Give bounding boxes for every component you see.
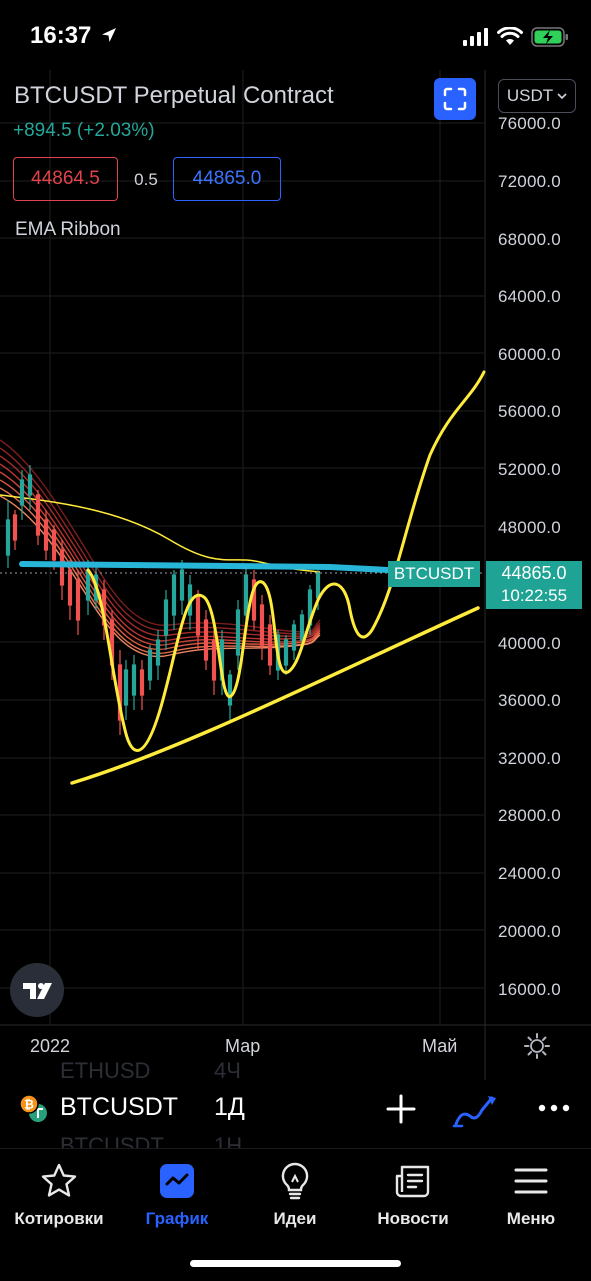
price-axis-label: 36000.0 bbox=[498, 691, 561, 710]
menu-icon bbox=[514, 1168, 548, 1194]
last-price: 44865.0 bbox=[501, 563, 567, 583]
chart-icon bbox=[160, 1164, 194, 1198]
time-axis-label: Мар bbox=[225, 1036, 261, 1056]
status-time: 16:37 bbox=[30, 22, 118, 50]
price-axis-label: 48000.0 bbox=[498, 518, 561, 537]
chart-settings-gear-icon[interactable] bbox=[523, 1032, 551, 1060]
horizontal-level-drawing bbox=[19, 561, 391, 573]
bar-countdown: 10:22:55 bbox=[500, 586, 568, 605]
chart-grid bbox=[0, 70, 484, 1025]
price-axis-label: 64000.0 bbox=[498, 287, 561, 306]
price-axis-label: 72000.0 bbox=[498, 172, 561, 191]
btc-usdt-coin-icon: ₿ bbox=[19, 1094, 47, 1122]
last-symbol-tag: BTCUSDT bbox=[388, 561, 480, 587]
add-plus-icon[interactable] bbox=[384, 1092, 418, 1126]
time-axis-label: Май bbox=[422, 1036, 458, 1056]
nav-label: График bbox=[145, 1209, 209, 1228]
price-axis-label: 40000.0 bbox=[498, 634, 561, 653]
lightbulb-icon bbox=[281, 1162, 309, 1200]
price-chart[interactable] bbox=[0, 70, 591, 1080]
time-axis-label: 2022 bbox=[30, 1036, 71, 1056]
signal-icon bbox=[463, 28, 488, 46]
fullscreen-button[interactable] bbox=[434, 78, 476, 120]
tradingview-logo-icon bbox=[23, 983, 52, 999]
star-icon bbox=[41, 1163, 77, 1197]
chart-symbol-title[interactable]: BTCUSDT Perpetual Contract bbox=[14, 82, 334, 109]
price-axis-label: 32000.0 bbox=[498, 749, 561, 768]
nav-chart[interactable]: График bbox=[118, 1161, 236, 1229]
currency-label: USDT bbox=[506, 86, 554, 105]
ghost-interval-above: 4Ч bbox=[214, 1058, 241, 1083]
spread-value: 0.5 bbox=[134, 170, 158, 189]
fullscreen-icon bbox=[443, 87, 467, 111]
price-axis-label: 28000.0 bbox=[498, 806, 561, 825]
nav-news[interactable]: Новости bbox=[354, 1161, 472, 1229]
more-options-icon[interactable] bbox=[538, 1100, 570, 1116]
candlesticks bbox=[5, 465, 321, 735]
ghost-symbol-above: ETHUSD bbox=[60, 1058, 151, 1083]
price-axis-label: 20000.0 bbox=[498, 922, 561, 941]
drawing-tools-icon[interactable] bbox=[452, 1090, 498, 1130]
price-axis-label: 16000.0 bbox=[498, 980, 561, 999]
trendline-drawing bbox=[70, 606, 480, 785]
battery-charging-icon bbox=[531, 27, 568, 47]
projection-wave-drawing bbox=[86, 370, 486, 752]
nav-label: Меню bbox=[506, 1209, 556, 1228]
currency-select[interactable]: USDT bbox=[498, 79, 576, 113]
nav-quotes[interactable]: Котировки bbox=[0, 1161, 118, 1229]
tradingview-logo[interactable] bbox=[10, 963, 64, 1017]
sell-price-button[interactable]: 44864.5 bbox=[13, 157, 118, 201]
price-axis-label: 52000.0 bbox=[498, 460, 561, 479]
status-icons bbox=[463, 24, 569, 50]
indicator-legend[interactable]: EMA Ribbon bbox=[15, 219, 121, 240]
svg-text:₿: ₿ bbox=[24, 1098, 34, 1112]
price-axis-label: 60000.0 bbox=[498, 345, 561, 364]
chevron-down-icon bbox=[557, 93, 567, 100]
symbol-selector[interactable]: BTCUSDT bbox=[60, 1093, 179, 1121]
home-indicator[interactable] bbox=[190, 1260, 401, 1267]
nav-ideas[interactable]: Идеи bbox=[236, 1161, 354, 1229]
last-price-tag: 44865.0 10:22:55 bbox=[486, 561, 582, 609]
price-change: +894.5 (+2.03%) bbox=[13, 120, 155, 141]
nav-label: Идеи bbox=[273, 1209, 317, 1228]
buy-price-button[interactable]: 44865.0 bbox=[173, 157, 281, 201]
price-axis-label: 24000.0 bbox=[498, 864, 561, 883]
nav-label: Котировки bbox=[14, 1209, 104, 1228]
nav-menu[interactable]: Меню bbox=[472, 1161, 590, 1229]
location-arrow-icon bbox=[102, 28, 117, 42]
wifi-icon bbox=[497, 27, 523, 45]
nav-label: Новости bbox=[377, 1209, 449, 1228]
price-axis-label: 56000.0 bbox=[498, 402, 561, 421]
bottom-navigation: Котировки График Идеи Ново bbox=[0, 1148, 591, 1281]
interval-selector[interactable]: 1Д bbox=[214, 1093, 245, 1121]
price-axis-label: 76000.0 bbox=[498, 114, 561, 133]
news-icon bbox=[395, 1165, 430, 1198]
price-axis-label: 68000.0 bbox=[498, 230, 561, 249]
